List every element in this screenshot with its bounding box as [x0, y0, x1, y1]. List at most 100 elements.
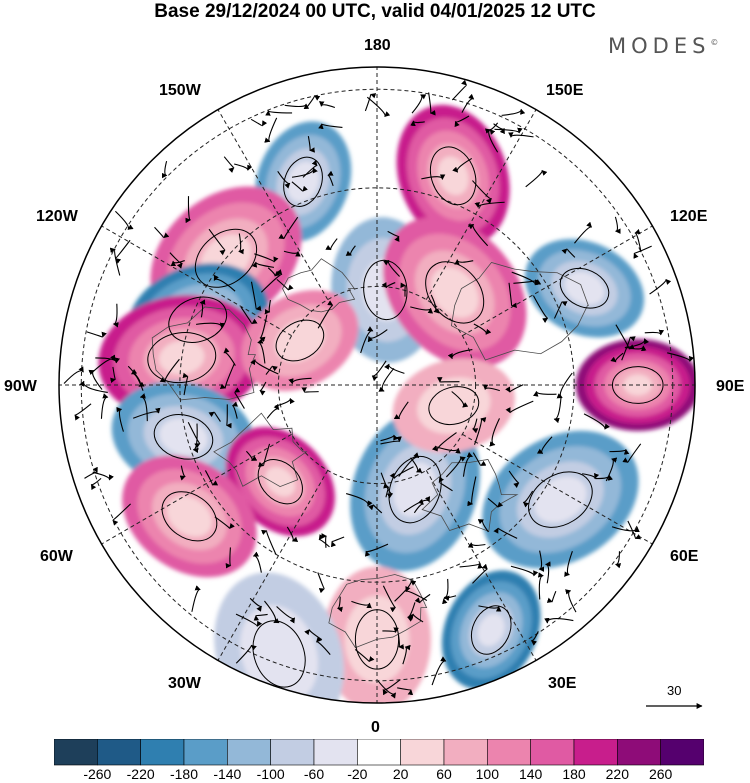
- modes-logo: MODES©: [608, 34, 718, 58]
- wind-arrow: [405, 586, 428, 601]
- wind-arrow: [127, 365, 145, 387]
- colorbar-segment: [400, 739, 445, 766]
- wind-arrow: [582, 472, 600, 480]
- colorbar-segment: [270, 739, 315, 766]
- wind-arrow: [170, 260, 185, 267]
- wind-arrow: [438, 476, 453, 492]
- wind-arrow: [169, 252, 183, 269]
- wind-arrow: [257, 338, 266, 364]
- lon-label-150w: 150W: [159, 82, 201, 99]
- wind-arrow: [461, 93, 475, 113]
- wind-arrow: [317, 572, 325, 594]
- wind-arrow: [284, 103, 310, 110]
- streamline-loop: [559, 267, 610, 309]
- wind-arrow: [530, 631, 539, 646]
- meridian: [425, 470, 537, 661]
- wind-arrow: [182, 372, 189, 396]
- wind-arrow: [321, 533, 327, 548]
- wind-arrow: [414, 593, 431, 604]
- wind-arrow: [398, 452, 420, 477]
- anomaly-contour: [167, 496, 212, 537]
- meridian: [101, 433, 292, 545]
- wind-arrow: [611, 526, 640, 533]
- coastline: [213, 412, 308, 488]
- wind-arrow: [615, 551, 622, 569]
- wind-arrow: [431, 432, 457, 452]
- wind-arrow: [291, 167, 318, 178]
- streamline-loop: [168, 296, 228, 343]
- colorbar-segment: [97, 739, 141, 766]
- wind-arrow: [649, 278, 672, 295]
- colorbar-tick-label: -180: [169, 766, 199, 782]
- meridian: [101, 225, 292, 337]
- wind-arrow: [381, 282, 396, 289]
- wind-arrow: [533, 390, 557, 397]
- wind-arrow: [532, 295, 549, 324]
- wind-arrow: [345, 245, 356, 256]
- wind-arrow: [434, 445, 461, 454]
- wind-arrow: [410, 120, 425, 127]
- wind-arrow: [384, 363, 405, 374]
- wind-arrow: [317, 300, 334, 329]
- wind-arrow: [261, 529, 277, 555]
- wind-arrow: [493, 123, 505, 135]
- wind-arrow: [505, 384, 524, 393]
- wind-arrow: [525, 170, 548, 188]
- wind-arrow: [583, 413, 610, 430]
- wind-arrow: [265, 110, 293, 116]
- wind-arrow: [553, 301, 568, 319]
- streamline-loop: [363, 259, 408, 321]
- streamline-loop: [194, 228, 258, 288]
- wind-arrow: [259, 314, 268, 342]
- colorbar-segment: [573, 739, 618, 766]
- wind-arrow: [442, 595, 457, 605]
- wind-arrow: [316, 636, 331, 655]
- meridian: [217, 470, 329, 661]
- meridian: [462, 225, 653, 337]
- colorbar-tick-label: 180: [562, 766, 586, 782]
- wind-arrow: [209, 411, 221, 422]
- lon-label-150e: 150E: [546, 82, 584, 99]
- wind-arrow: [487, 497, 504, 508]
- wind-arrow: [265, 365, 278, 375]
- anomaly-contour: [477, 613, 505, 647]
- wind-arrow: [191, 585, 201, 612]
- wind-arrow: [192, 423, 199, 454]
- wind-arrow: [223, 156, 235, 173]
- wind-arrow: [510, 565, 539, 577]
- wind-arrow: [431, 656, 447, 686]
- wind-arrow: [112, 503, 132, 526]
- wind-arrow: [622, 443, 642, 464]
- wind-arrow: [513, 279, 542, 286]
- wind-arrow: [306, 95, 321, 109]
- lon-label-30e: 30E: [548, 675, 577, 692]
- wind-arrow: [546, 590, 557, 603]
- wind-arrow: [394, 580, 417, 602]
- wind-arrow: [196, 322, 226, 329]
- wind-arrow: [378, 367, 395, 392]
- streamline-loop: [161, 491, 218, 542]
- lon-label-30w: 30W: [168, 675, 201, 692]
- wind-arrow: [387, 230, 400, 242]
- wind-arrow: [382, 585, 397, 613]
- wind-arrow: [462, 452, 473, 477]
- wind-arrow: [264, 117, 278, 143]
- wind-arrow: [472, 452, 487, 467]
- wind-arrow: [234, 387, 245, 409]
- wind-arrow: [318, 123, 343, 130]
- wind-arrow: [421, 174, 446, 180]
- wind-arrow: [225, 404, 232, 429]
- wind-arrow: [565, 589, 577, 613]
- colorbar-segment: [660, 739, 704, 766]
- wind-arrow: [505, 400, 534, 414]
- wind-arrow: [544, 617, 574, 624]
- wind-arrow: [624, 338, 650, 349]
- wind-arrow: [615, 324, 635, 350]
- wind-arrow: [452, 157, 473, 173]
- wind-arrow: [63, 366, 84, 384]
- wind-arrow: [90, 477, 102, 491]
- wind-arrow: [250, 118, 268, 127]
- wind-arrow: [346, 493, 373, 507]
- wind-arrow: [364, 543, 389, 557]
- wind-arrow: [389, 466, 414, 479]
